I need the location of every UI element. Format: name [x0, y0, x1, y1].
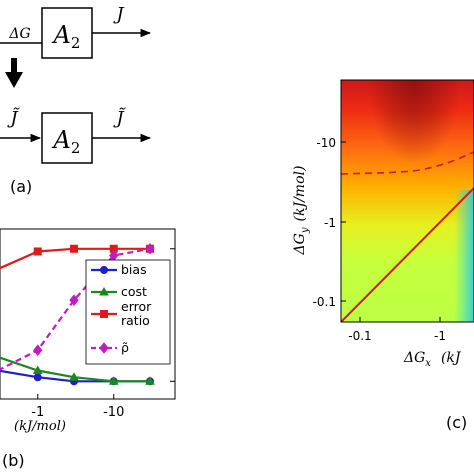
series-0-point-1 [33, 373, 42, 382]
heatmap-ytick-3: -0.1 [313, 295, 336, 309]
series-1-point-4 [145, 376, 155, 385]
output-j-tilde-label: J̃ [112, 107, 126, 129]
panel-b-xlabel: (kJ/mol) [14, 419, 66, 434]
series-1-point-3 [108, 376, 119, 385]
heatmap-ytick-2: -1 [324, 216, 336, 230]
legend-label-2-0: error [121, 299, 152, 314]
legend-marker-1 [99, 286, 109, 296]
panel-a-label: (a) [10, 177, 32, 196]
down-arrow [5, 58, 23, 88]
series-1-point-2 [69, 372, 79, 381]
series-2-point-2 [70, 244, 78, 253]
series-3-point-1 [33, 344, 43, 356]
panel-a-diagram: A2 ΔG J A2 J̃ J̃ (a) [0, 4, 152, 196]
series-3-point-2 [69, 294, 79, 306]
legend-marker-3 [99, 342, 109, 354]
panel-b-label: (b) [2, 451, 25, 470]
heatmap-cyan-region [430, 190, 474, 322]
output-j-label: J [112, 4, 125, 25]
heatmap-dashed-contour [341, 151, 474, 175]
legend-label-1-0: cost [121, 284, 147, 299]
legend-label-2-1: ratio [121, 313, 150, 328]
series-2-point-1 [33, 247, 42, 256]
legend-label-3-0: ρ̃ [121, 340, 129, 355]
panel-b-xtick-label-1: -10 [103, 405, 124, 420]
heatmap-xtick-2: -1 [434, 329, 446, 343]
heatmap-xlabel: ΔGx (kJ [403, 350, 462, 369]
a2-block-bottom [41, 112, 93, 164]
panel-c-label: (c) [446, 413, 467, 432]
a2-block-top-label: A2 [52, 21, 81, 52]
legend-marker-2 [100, 310, 108, 318]
heatmap-identity-line [341, 187, 474, 322]
panel-b-xtick-label-0: -1 [31, 405, 44, 420]
delta-g-input-label: ΔG [8, 26, 30, 42]
heatmap-ytick-1: -10 [316, 136, 336, 150]
series-1-point-1 [32, 365, 43, 374]
a2-block-bottom-label: A2 [52, 126, 81, 157]
heatmap-ylabel: ΔGy(kJ/mol) [292, 166, 311, 256]
legend-label-0-0: bias [121, 262, 147, 277]
input-j-tilde-label: J̃ [6, 107, 20, 129]
series-3-point-4 [145, 242, 155, 255]
legend-marker-0 [100, 266, 108, 274]
heatmap-frame [340, 79, 474, 323]
heatmap-xtick-1: -0.1 [348, 329, 371, 343]
panel-c-heatmap: -10 -1 -0.1 -0.1 -1 ΔGy(kJ/mol) ΔGx (kJ (… [292, 79, 474, 432]
a2-block-top [41, 7, 93, 59]
